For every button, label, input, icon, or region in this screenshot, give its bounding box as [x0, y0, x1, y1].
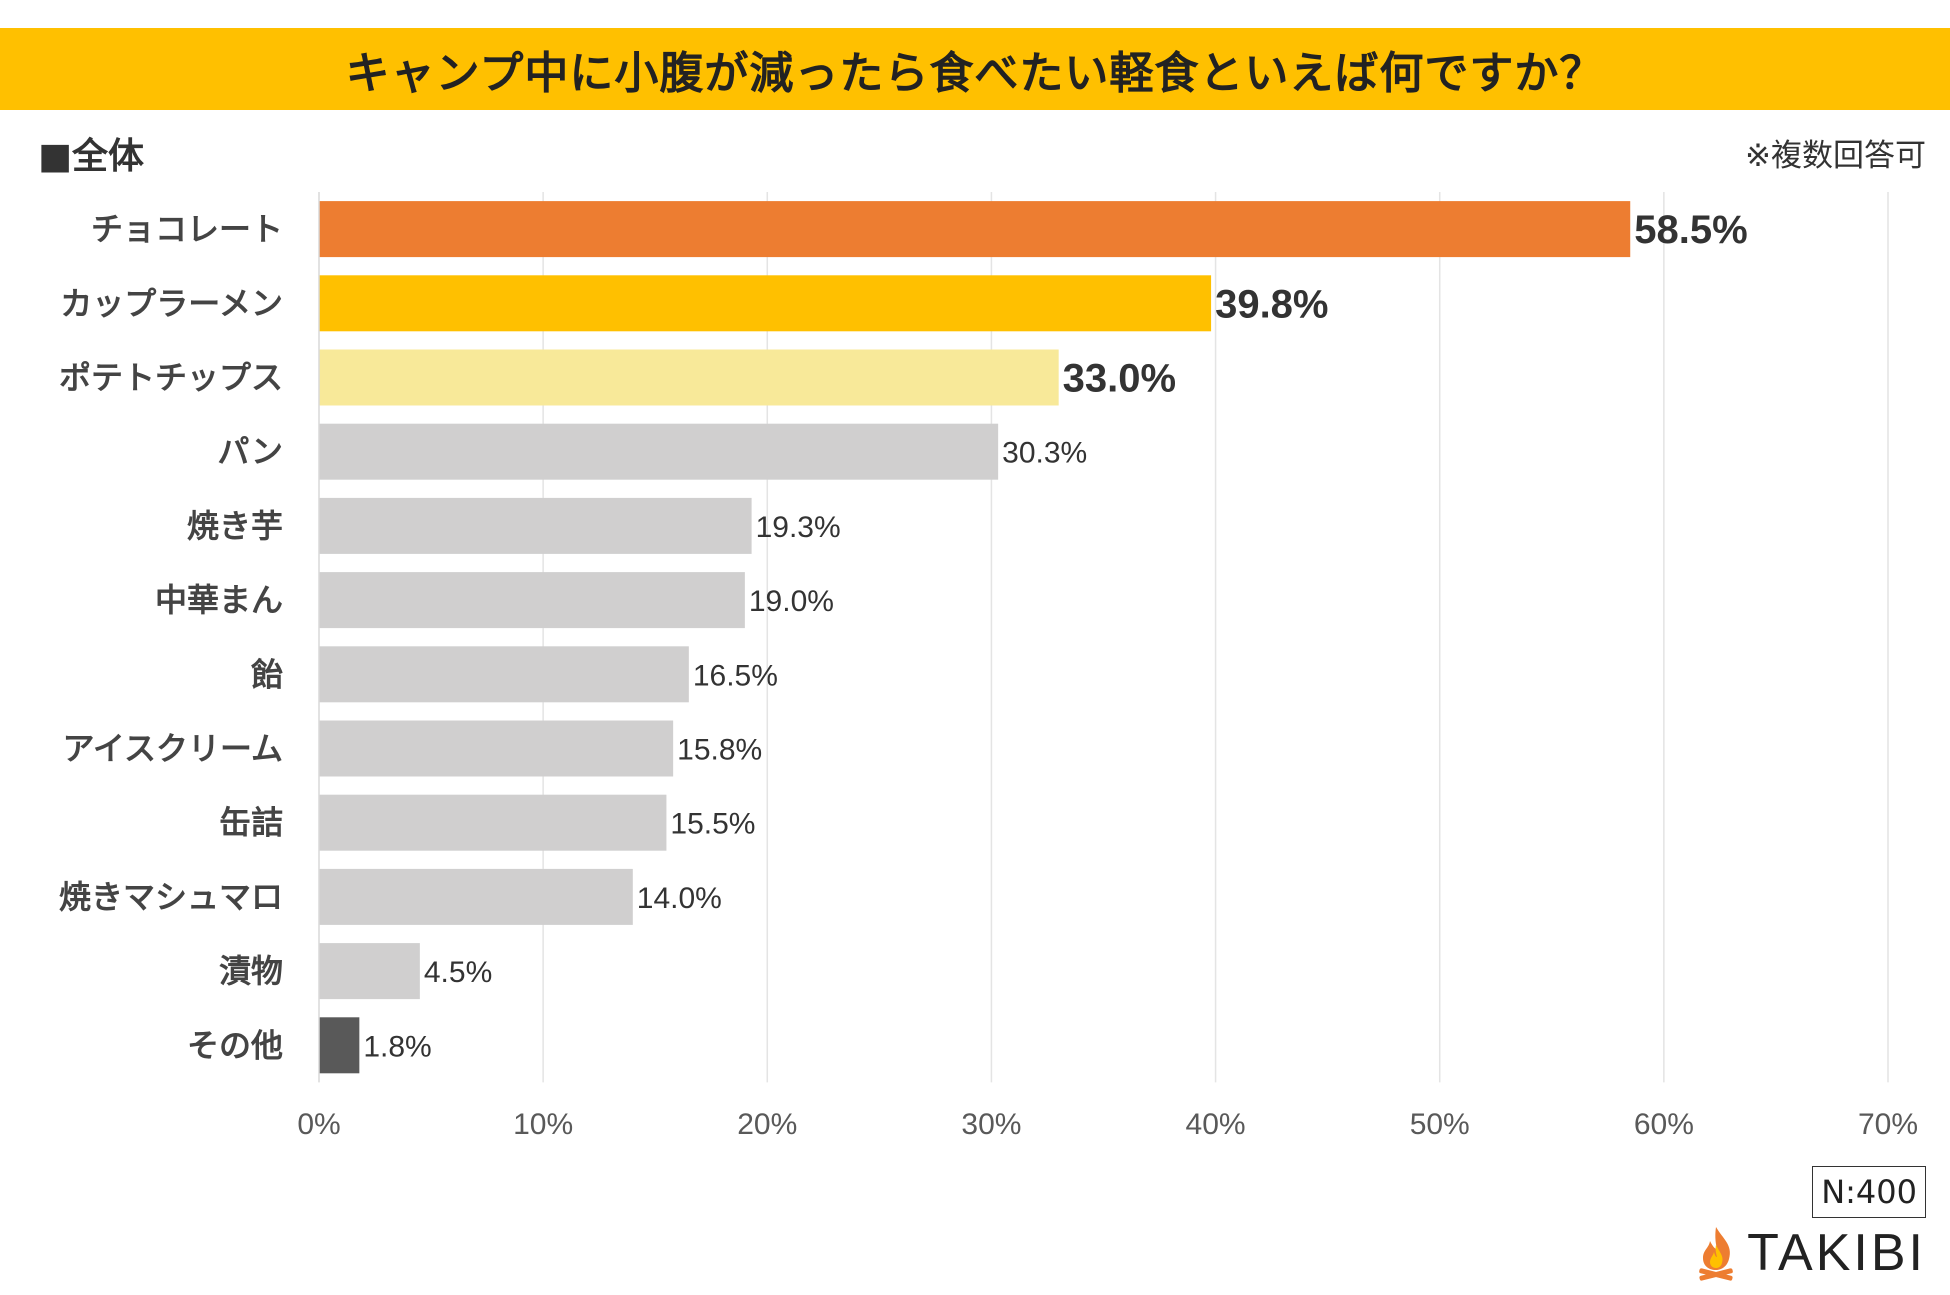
bar	[319, 868, 633, 925]
category-label: その他	[187, 1026, 283, 1064]
chart-subtitle: ■全体	[38, 136, 145, 177]
bar	[319, 1017, 360, 1074]
category-label: カップラーメン	[60, 284, 283, 322]
campfire-icon	[1699, 1227, 1733, 1281]
bar	[319, 794, 667, 851]
value-label: 15.8%	[677, 734, 762, 767]
category-label: 漬物	[219, 952, 283, 990]
bar	[319, 275, 1212, 332]
value-label: 58.5%	[1634, 208, 1747, 252]
x-tick-label: 70%	[1858, 1108, 1918, 1141]
value-label: 16.5%	[693, 659, 778, 692]
category-label: パン	[217, 433, 283, 471]
bar	[319, 943, 420, 1000]
value-label: 33.0%	[1063, 357, 1176, 401]
bar	[319, 497, 752, 554]
value-label: 14.0%	[637, 882, 722, 915]
chart-title: キャンプ中に小腹が減ったら食べたい軽食といえば何ですか？	[345, 48, 1605, 99]
category-label: 中華まん	[155, 581, 283, 619]
x-tick-label: 30%	[961, 1108, 1021, 1141]
value-label: 30.3%	[1002, 437, 1087, 470]
brand-name: TAKIBI	[1747, 1224, 1926, 1282]
bar-chart: チョコレート 58.5% カップラーメン 39.8% ポテトチップス 33.0% パン 30.…	[59, 192, 1918, 1141]
value-label: 19.3%	[756, 511, 841, 544]
bar	[319, 349, 1059, 406]
x-tick-label: 20%	[737, 1108, 797, 1141]
sample-size-badge: N:400	[1812, 1166, 1926, 1218]
category-label: 焼きマシュマロ	[59, 878, 283, 916]
category-label: アイスクリーム	[63, 730, 283, 768]
value-label: 19.0%	[749, 585, 834, 618]
category-label: チョコレート	[91, 210, 283, 248]
bar	[319, 201, 1631, 258]
x-tick-label: 10%	[513, 1108, 573, 1141]
x-tick-label: 40%	[1186, 1108, 1246, 1141]
bar	[319, 720, 674, 777]
category-label: 飴	[251, 655, 283, 693]
value-label: 15.5%	[670, 808, 755, 841]
category-label: 焼き芋	[187, 507, 283, 545]
x-tick-label: 50%	[1410, 1108, 1470, 1141]
value-label: 39.8%	[1215, 282, 1328, 326]
bar	[319, 646, 689, 703]
value-label: 4.5%	[424, 956, 492, 989]
category-label: 缶詰	[219, 804, 283, 842]
brand-logo: TAKIBI	[1693, 1222, 1926, 1284]
title-band: キャンプ中に小腹が減ったら食べたい軽食といえば何ですか？	[0, 28, 1950, 110]
value-label: 1.8%	[363, 1030, 431, 1063]
category-label: ポテトチップス	[59, 359, 283, 397]
x-tick-label: 0%	[297, 1108, 340, 1141]
bar	[319, 423, 999, 480]
x-tick-label: 60%	[1634, 1108, 1694, 1141]
bar	[319, 572, 745, 629]
multiple-answer-note: ※複数回答可	[1745, 138, 1926, 174]
